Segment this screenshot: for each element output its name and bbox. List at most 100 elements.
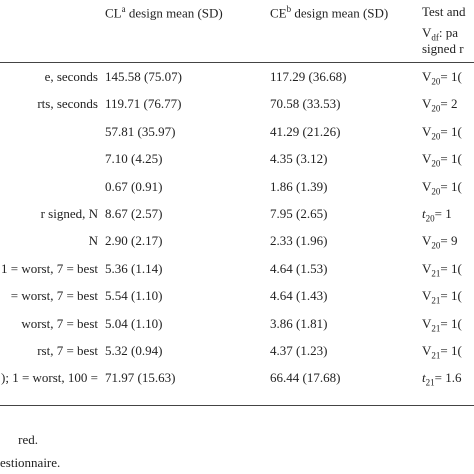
ce-value: 41.29 (21.26) bbox=[270, 123, 341, 139]
header-text: Test and bbox=[422, 4, 466, 19]
stat-text: signed r bbox=[422, 41, 464, 56]
stat: V bbox=[422, 343, 432, 358]
cell: V21= 1( bbox=[422, 316, 462, 334]
df: 21 bbox=[425, 377, 435, 388]
cell: 66.44 (17.68) bbox=[270, 370, 340, 386]
df: 20 bbox=[431, 76, 441, 87]
ce-value: 1.86 (1.39) bbox=[270, 178, 328, 194]
row-label: N bbox=[0, 233, 98, 249]
cell: 41.29 (21.26) bbox=[270, 124, 340, 140]
cell: V20= 1( bbox=[422, 124, 462, 142]
cell: V20= 1( bbox=[422, 69, 462, 87]
row-label: 1 = worst, 7 = best bbox=[0, 261, 98, 277]
cell: 5.54 (1.10) bbox=[105, 288, 162, 304]
stat-text: = 1( bbox=[440, 69, 462, 84]
cl-value: 0.67 (0.91) bbox=[105, 178, 163, 194]
stat-text: = 1( bbox=[440, 123, 462, 139]
stat: V bbox=[422, 25, 432, 40]
stat-text: = 1.6 bbox=[434, 370, 462, 386]
cell: 145.58 (75.07) bbox=[105, 69, 182, 85]
cell: t20= 1 bbox=[422, 206, 452, 224]
cell: t21= 1.6 bbox=[422, 370, 461, 388]
stat: V bbox=[422, 260, 432, 276]
column-subheader: Vdf: pa bbox=[422, 25, 458, 43]
footnote-text: red. bbox=[18, 432, 38, 447]
df: df bbox=[431, 32, 439, 43]
cell: 3.86 (1.81) bbox=[270, 316, 327, 332]
cell: 2.90 (2.17) bbox=[105, 233, 162, 249]
stat-text: = 1( bbox=[440, 315, 462, 331]
cell: 0.67 (0.91) bbox=[105, 179, 162, 195]
df: 20 bbox=[431, 158, 441, 169]
cell: V20= 2 bbox=[422, 96, 457, 114]
df: 21 bbox=[431, 323, 441, 334]
label: = worst, 7 = best bbox=[10, 288, 98, 304]
df: 20 bbox=[431, 103, 441, 114]
column-header: Test and bbox=[422, 4, 466, 20]
header-rule bbox=[0, 62, 474, 63]
df: 20 bbox=[431, 240, 441, 251]
cl-value: 2.90 (2.17) bbox=[105, 233, 163, 249]
stat: V bbox=[422, 96, 432, 112]
label: N bbox=[88, 233, 98, 249]
cl-value: 7.10 (4.25) bbox=[105, 151, 163, 167]
stat-text: = 1( bbox=[440, 260, 462, 276]
cell: 8.67 (2.57) bbox=[105, 206, 162, 222]
stat-text: = 1( bbox=[440, 151, 462, 167]
cell: V21= 1( bbox=[422, 288, 462, 306]
stat: V bbox=[422, 123, 432, 139]
cell: 1.86 (1.39) bbox=[270, 179, 327, 195]
stat: V bbox=[422, 151, 432, 167]
cell: V20= 9 bbox=[422, 233, 457, 251]
cl-value: 119.71 (76.77) bbox=[105, 96, 182, 112]
cl-value: 5.36 (1.14) bbox=[105, 260, 163, 276]
df: 21 bbox=[431, 268, 441, 279]
cell: 2.33 (1.96) bbox=[270, 233, 327, 249]
column-subheader: signed r bbox=[422, 41, 464, 57]
ce-value: 4.64 (1.43) bbox=[270, 288, 328, 304]
header-superscript: b bbox=[286, 4, 292, 14]
ce-value: 2.33 (1.96) bbox=[270, 233, 328, 249]
header-text: CE bbox=[270, 5, 287, 21]
stat-text: = 2 bbox=[440, 96, 458, 112]
footnote: red. bbox=[0, 432, 38, 448]
ce-value: 117.29 (36.68) bbox=[270, 69, 347, 84]
cl-value: 57.81 (35.97) bbox=[105, 123, 176, 139]
column-header: CLa design mean (SD) bbox=[105, 4, 223, 21]
cell: V20= 1( bbox=[422, 179, 462, 197]
header-text: design mean (SD) bbox=[291, 5, 389, 21]
stat: V bbox=[422, 288, 432, 304]
cl-value: 8.67 (2.57) bbox=[105, 206, 163, 221]
bottom-rule bbox=[0, 405, 474, 406]
stat: t bbox=[422, 370, 426, 386]
row-label: ); 1 = worst, 100 = bbox=[0, 370, 98, 386]
stat: V bbox=[422, 233, 432, 249]
label: e, seconds bbox=[44, 69, 98, 84]
row-label: r signed, N bbox=[0, 206, 98, 222]
stat-text: = 9 bbox=[440, 233, 458, 249]
cell: 70.58 (33.53) bbox=[270, 96, 340, 112]
cell: V21= 1( bbox=[422, 261, 462, 279]
cell: 119.71 (76.77) bbox=[105, 96, 181, 112]
row-label: worst, 7 = best bbox=[0, 316, 98, 332]
cell: 7.95 (2.65) bbox=[270, 206, 327, 222]
stat-text: = 1( bbox=[440, 288, 462, 304]
df: 20 bbox=[431, 186, 441, 197]
header-text: CL bbox=[105, 5, 122, 21]
df: 21 bbox=[431, 295, 441, 306]
stat-text: = 1 bbox=[434, 206, 452, 221]
label: rst, 7 = best bbox=[37, 343, 98, 358]
cell: 71.97 (15.63) bbox=[105, 370, 175, 386]
label: r signed, N bbox=[40, 206, 98, 221]
footnote: estionnaire. bbox=[0, 455, 60, 471]
cell: 5.04 (1.10) bbox=[105, 316, 162, 332]
label: 1 = worst, 7 = best bbox=[1, 260, 98, 276]
cl-value: 71.97 (15.63) bbox=[105, 370, 176, 386]
ce-value: 4.35 (3.12) bbox=[270, 151, 328, 167]
stat: t bbox=[422, 206, 426, 221]
cell: 117.29 (36.68) bbox=[270, 69, 346, 85]
label: rts, seconds bbox=[37, 96, 98, 112]
ce-value: 66.44 (17.68) bbox=[270, 370, 341, 386]
ce-value: 4.37 (1.23) bbox=[270, 343, 328, 358]
